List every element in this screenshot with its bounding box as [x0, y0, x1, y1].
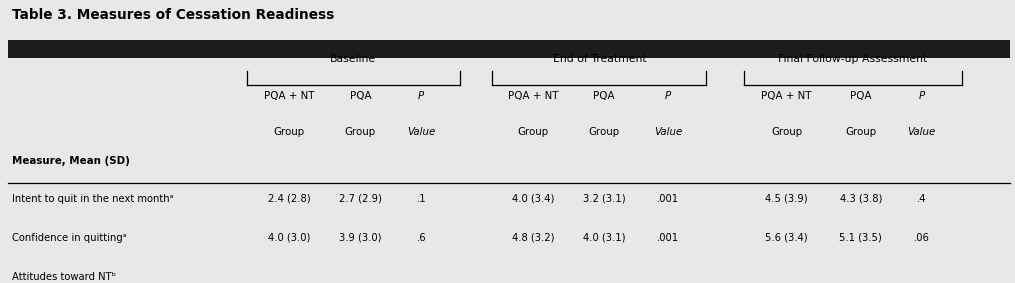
- Text: Value: Value: [654, 127, 682, 137]
- Text: PQA: PQA: [593, 91, 615, 101]
- Text: Value: Value: [407, 127, 435, 137]
- Text: Value: Value: [907, 127, 936, 137]
- Text: Group: Group: [845, 127, 876, 137]
- Text: .06: .06: [914, 233, 930, 243]
- Text: PQA + NT: PQA + NT: [264, 91, 315, 101]
- Text: PQA + NT: PQA + NT: [508, 91, 558, 101]
- Text: End of Treatment: End of Treatment: [552, 54, 647, 64]
- Text: P: P: [418, 91, 424, 101]
- Text: PQA + NT: PQA + NT: [761, 91, 812, 101]
- Text: Confidence in quittingᵃ: Confidence in quittingᵃ: [12, 233, 127, 243]
- Text: Baseline: Baseline: [330, 54, 377, 64]
- Text: 3.2 (3.1): 3.2 (3.1): [583, 194, 625, 204]
- Text: PQA: PQA: [349, 91, 371, 101]
- Text: Intent to quit in the next monthᵃ: Intent to quit in the next monthᵃ: [12, 194, 174, 204]
- Text: Group: Group: [771, 127, 802, 137]
- Text: .6: .6: [416, 233, 426, 243]
- Text: Group: Group: [518, 127, 548, 137]
- Text: 4.3 (3.8): 4.3 (3.8): [839, 194, 882, 204]
- Text: Group: Group: [345, 127, 376, 137]
- Text: Table 3. Measures of Cessation Readiness: Table 3. Measures of Cessation Readiness: [12, 8, 334, 22]
- Text: Measure, Mean (SD): Measure, Mean (SD): [12, 156, 130, 166]
- Text: Group: Group: [274, 127, 304, 137]
- Text: 5.6 (3.4): 5.6 (3.4): [765, 233, 808, 243]
- Text: 5.1 (3.5): 5.1 (3.5): [839, 233, 882, 243]
- Text: .4: .4: [917, 194, 927, 204]
- Text: Final Follow-up Assessment: Final Follow-up Assessment: [779, 54, 928, 64]
- Text: P: P: [665, 91, 671, 101]
- Text: PQA: PQA: [850, 91, 872, 101]
- Text: .1: .1: [416, 194, 426, 204]
- Text: 4.5 (3.9): 4.5 (3.9): [765, 194, 808, 204]
- Text: 4.8 (3.2): 4.8 (3.2): [512, 233, 554, 243]
- Text: 4.0 (3.1): 4.0 (3.1): [583, 233, 625, 243]
- Text: P: P: [919, 91, 925, 101]
- Text: .001: .001: [657, 194, 679, 204]
- Text: 4.0 (3.0): 4.0 (3.0): [268, 233, 311, 243]
- Text: Group: Group: [589, 127, 619, 137]
- Text: .001: .001: [657, 233, 679, 243]
- Text: 4.0 (3.4): 4.0 (3.4): [512, 194, 554, 204]
- Bar: [8, 40, 1010, 58]
- Text: 2.7 (2.9): 2.7 (2.9): [339, 194, 382, 204]
- Text: 3.9 (3.0): 3.9 (3.0): [339, 233, 382, 243]
- Text: 2.4 (2.8): 2.4 (2.8): [268, 194, 311, 204]
- Text: Attitudes toward NTᵇ: Attitudes toward NTᵇ: [12, 272, 116, 282]
